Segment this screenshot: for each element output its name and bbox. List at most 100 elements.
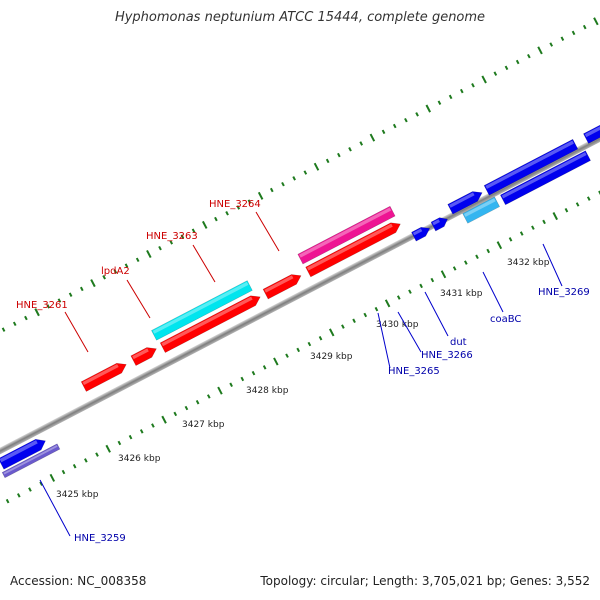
gene-arrow-red[interactable] bbox=[305, 219, 403, 278]
tick-mark bbox=[560, 36, 565, 41]
gene-arrow-red[interactable] bbox=[262, 271, 304, 300]
tick-mark bbox=[46, 304, 51, 309]
scale-label: 3427 kbp bbox=[182, 420, 225, 430]
tick-mark bbox=[262, 365, 267, 370]
genome-stats: Topology: circular; Length: 3,705,021 bp… bbox=[260, 574, 590, 588]
tick-mark bbox=[496, 241, 503, 250]
tick-mark bbox=[117, 440, 122, 446]
gene-bar-blue[interactable] bbox=[483, 138, 579, 196]
tick-mark bbox=[575, 202, 580, 207]
tick-mark bbox=[269, 187, 274, 193]
inner-tick-track bbox=[5, 190, 600, 504]
tick-mark bbox=[415, 112, 419, 117]
gene-arrow-hne-3265[interactable] bbox=[411, 224, 433, 242]
tick-mark bbox=[381, 129, 386, 135]
gene-bar-lpda2[interactable] bbox=[151, 280, 253, 341]
tick-mark bbox=[542, 219, 546, 225]
tick-mark bbox=[191, 228, 196, 233]
gene-highlight bbox=[449, 192, 475, 208]
tick-mark bbox=[419, 283, 423, 289]
tick-mark bbox=[102, 275, 106, 280]
gene-highlight bbox=[485, 140, 574, 189]
gene-label-hne-3266[interactable]: HNE_3266 bbox=[421, 350, 473, 361]
gene-arrow-blue[interactable] bbox=[0, 436, 48, 470]
tick-mark bbox=[72, 464, 77, 469]
gene-label-hne-3264[interactable]: HNE_3264 bbox=[209, 199, 261, 210]
tick-mark bbox=[374, 306, 379, 312]
gene-highlight bbox=[584, 125, 600, 138]
gene-arrow-hne-3266[interactable] bbox=[447, 188, 485, 215]
gene-arrow-blue[interactable] bbox=[430, 215, 450, 232]
tick-mark bbox=[508, 237, 513, 242]
tick-mark bbox=[236, 205, 241, 210]
gene-arrow-hne-3261[interactable] bbox=[80, 360, 129, 392]
tick-mark bbox=[537, 46, 543, 55]
tick-mark bbox=[202, 220, 208, 229]
gene-labels: HNE_3259 HNE_3261 lpdA2 HNE_3263 HNE_326… bbox=[16, 199, 590, 544]
tick-mark bbox=[146, 249, 152, 259]
gene-highlight bbox=[82, 364, 119, 386]
tick-mark bbox=[184, 405, 189, 411]
tick-mark bbox=[296, 347, 301, 353]
gene-arrow-hne-3269[interactable] bbox=[583, 121, 600, 144]
gene-highlight bbox=[264, 275, 294, 293]
gene-arrow-red[interactable] bbox=[130, 344, 159, 366]
gene-label-hne-3261[interactable]: HNE_3261 bbox=[16, 300, 68, 311]
tick-mark bbox=[408, 289, 412, 294]
tick-mark bbox=[363, 312, 368, 318]
tick-mark bbox=[128, 434, 133, 440]
scale-label: 3430 kbp bbox=[376, 320, 419, 330]
tick-mark bbox=[139, 429, 144, 434]
leader-line bbox=[39, 479, 71, 537]
tick-mark bbox=[586, 196, 591, 201]
tick-mark bbox=[440, 270, 447, 279]
gene-highlight bbox=[132, 348, 149, 360]
gene-label-coabc[interactable]: coaBC bbox=[490, 314, 521, 325]
gene-highlight bbox=[412, 228, 423, 236]
gene-label-hne-3265[interactable]: HNE_3265 bbox=[388, 366, 440, 377]
scale-label: 3432 kbp bbox=[507, 258, 550, 268]
tick-mark bbox=[348, 147, 352, 152]
gene-bar-slate[interactable] bbox=[1, 443, 61, 479]
map-title: Hyphomonas neptunium ATCC 15444, complet… bbox=[114, 10, 486, 25]
scale-labels: 3425 kbp 3426 kbp 3427 kbp 3428 kbp 3429… bbox=[56, 258, 550, 500]
scale-label: 3425 kbp bbox=[56, 490, 99, 500]
tick-mark bbox=[57, 298, 62, 303]
tick-mark bbox=[173, 411, 178, 417]
gene-label-lpda2[interactable]: lpdA2 bbox=[101, 266, 130, 277]
tick-mark bbox=[448, 94, 453, 100]
tick-mark bbox=[247, 199, 252, 204]
tick-mark bbox=[552, 212, 558, 221]
tick-mark bbox=[34, 308, 40, 317]
tick-mark bbox=[84, 458, 88, 463]
tick-mark bbox=[79, 286, 84, 292]
gene-bar-coabc[interactable] bbox=[500, 150, 591, 206]
tick-mark bbox=[292, 176, 296, 181]
tick-mark bbox=[369, 133, 376, 142]
gene-highlight bbox=[463, 198, 496, 217]
gene-label-hne-3269[interactable]: HNE_3269 bbox=[538, 287, 590, 298]
leader-line bbox=[377, 312, 391, 369]
tick-mark bbox=[475, 254, 479, 260]
tick-mark bbox=[437, 100, 442, 105]
gene-label-hne-3263[interactable]: HNE_3263 bbox=[146, 231, 198, 242]
gene-label-hne-3259[interactable]: HNE_3259 bbox=[74, 533, 126, 544]
tick-mark bbox=[459, 88, 464, 94]
scale-label: 3429 kbp bbox=[310, 352, 353, 362]
gene-label-dut[interactable]: dut bbox=[450, 337, 467, 348]
tick-mark bbox=[564, 208, 569, 213]
gene-bar-dut[interactable] bbox=[462, 196, 500, 224]
gene-arrow-hne-3263[interactable] bbox=[159, 292, 263, 353]
tick-mark bbox=[531, 225, 535, 230]
tick-mark bbox=[527, 53, 531, 59]
leader-line bbox=[64, 311, 89, 353]
leader-line bbox=[255, 211, 280, 252]
gene-highlight bbox=[161, 296, 253, 347]
gene-highlight bbox=[501, 152, 587, 199]
tick-mark bbox=[341, 324, 345, 329]
tick-mark bbox=[135, 257, 140, 263]
gene-bar-hne-3264[interactable] bbox=[297, 205, 396, 265]
tick-mark bbox=[303, 170, 308, 175]
tick-mark bbox=[214, 216, 218, 222]
